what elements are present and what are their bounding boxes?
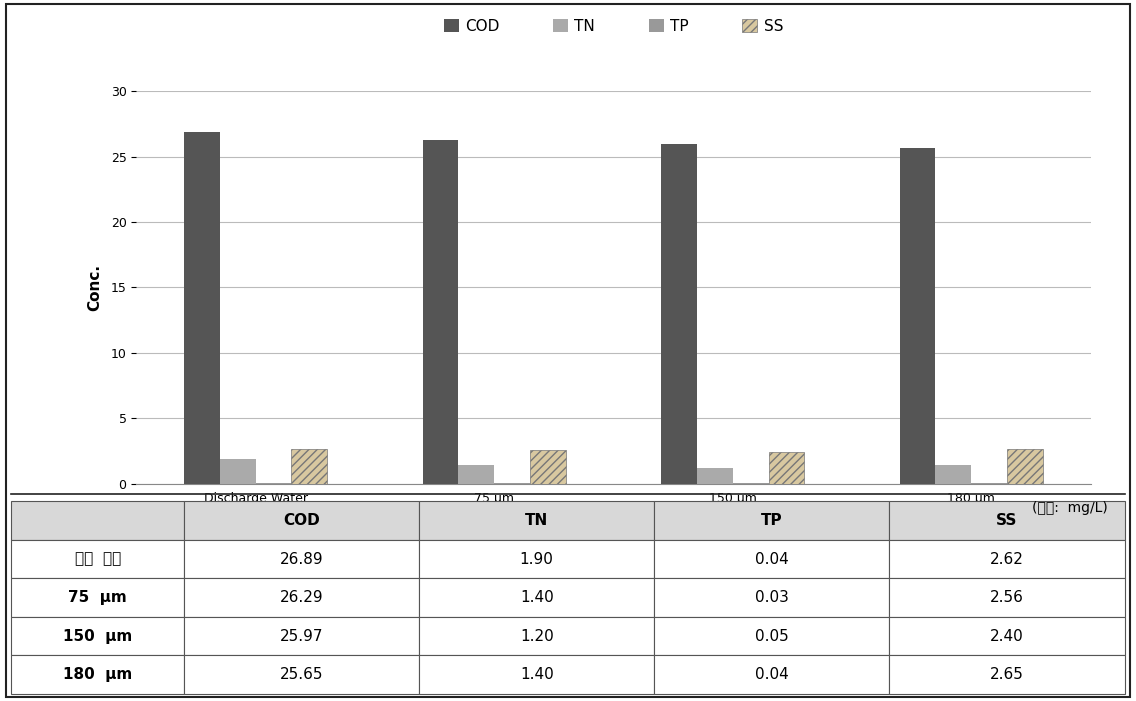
Bar (654, 617, 889, 655)
Bar (889, 617, 1125, 655)
Text: 1.90: 1.90 (520, 552, 553, 566)
Bar (900, 148, 936, 484)
Bar (11, 578, 184, 617)
Bar (654, 578, 889, 617)
Bar (654, 655, 889, 694)
Bar (184, 617, 419, 655)
Bar (889, 540, 1125, 578)
Text: 방류  원수: 방류 원수 (75, 552, 120, 566)
Text: SS: SS (996, 513, 1018, 528)
Bar (768, 452, 804, 484)
Bar (1006, 449, 1043, 484)
Bar (419, 578, 654, 617)
Bar (11, 617, 184, 655)
Bar (458, 465, 494, 484)
Bar (184, 655, 419, 694)
Text: 2.62: 2.62 (991, 552, 1024, 566)
Text: 75  μm: 75 μm (68, 590, 127, 605)
Text: 26.29: 26.29 (279, 590, 324, 605)
Text: 180  μm: 180 μm (62, 667, 132, 682)
Text: 25.97: 25.97 (279, 629, 324, 644)
Text: 0.04: 0.04 (755, 552, 788, 566)
Bar (220, 459, 256, 484)
Bar (661, 144, 698, 484)
Bar (291, 449, 327, 484)
Bar (936, 465, 971, 484)
Bar (184, 132, 219, 484)
Y-axis label: Conc.: Conc. (87, 264, 102, 311)
Bar (419, 540, 654, 578)
X-axis label: Mesh Size: Mesh Size (570, 513, 657, 529)
Bar (419, 501, 654, 540)
Text: 2.65: 2.65 (991, 667, 1024, 682)
Bar (889, 501, 1125, 540)
Bar (11, 501, 184, 540)
Text: 1.40: 1.40 (520, 590, 553, 605)
Bar (423, 139, 458, 484)
Bar (654, 501, 889, 540)
Legend: COD, TN, TP, SS: COD, TN, TP, SS (437, 13, 790, 40)
Text: 0.04: 0.04 (755, 667, 788, 682)
Text: (단위:  mg/L): (단위: mg/L) (1031, 501, 1108, 515)
Bar (11, 655, 184, 694)
Text: TN: TN (525, 513, 549, 528)
Bar (11, 540, 184, 578)
Bar (654, 540, 889, 578)
Bar (889, 578, 1125, 617)
Text: 1.40: 1.40 (520, 667, 553, 682)
Text: 1.20: 1.20 (520, 629, 553, 644)
Text: 2.56: 2.56 (991, 590, 1024, 605)
Bar (184, 578, 419, 617)
Bar (184, 501, 419, 540)
Text: 2.40: 2.40 (991, 629, 1024, 644)
Bar (184, 540, 419, 578)
Text: 0.05: 0.05 (755, 629, 788, 644)
Bar (531, 450, 566, 484)
Bar (889, 655, 1125, 694)
Bar (419, 655, 654, 694)
Text: TP: TP (761, 513, 783, 528)
Text: COD: COD (283, 513, 320, 528)
Text: 0.03: 0.03 (755, 590, 788, 605)
Text: 26.89: 26.89 (279, 552, 324, 566)
Bar (698, 468, 733, 484)
Text: 25.65: 25.65 (279, 667, 324, 682)
Text: 150  μm: 150 μm (62, 629, 132, 644)
Bar (419, 617, 654, 655)
